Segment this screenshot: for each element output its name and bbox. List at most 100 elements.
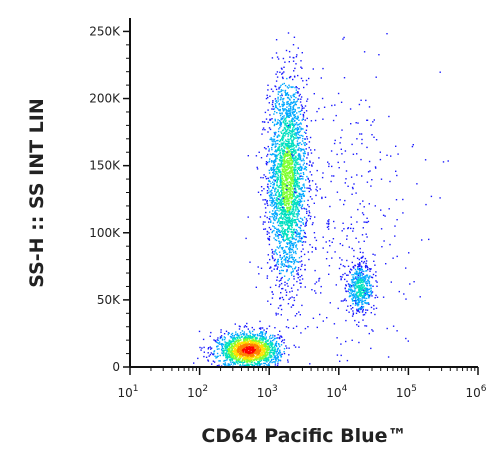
data-point bbox=[305, 110, 308, 112]
data-point bbox=[303, 162, 305, 164]
data-point bbox=[293, 57, 295, 59]
data-point bbox=[300, 194, 302, 196]
data-point bbox=[199, 346, 201, 349]
data-point bbox=[282, 198, 284, 200]
data-point bbox=[288, 140, 290, 143]
data-point bbox=[282, 287, 284, 290]
data-point bbox=[273, 214, 276, 216]
data-point bbox=[231, 348, 233, 351]
data-point bbox=[273, 226, 275, 228]
data-point bbox=[360, 308, 362, 310]
data-point bbox=[281, 224, 284, 227]
data-point bbox=[290, 167, 293, 170]
data-point bbox=[274, 357, 276, 359]
data-point bbox=[357, 281, 359, 283]
data-point bbox=[286, 206, 288, 208]
data-point bbox=[272, 167, 275, 170]
data-point bbox=[290, 247, 292, 249]
data-point bbox=[299, 166, 301, 168]
data-point bbox=[341, 259, 343, 261]
data-point bbox=[269, 197, 271, 199]
data-point bbox=[362, 251, 364, 254]
data-point bbox=[270, 337, 273, 339]
data-point bbox=[296, 118, 298, 120]
data-point bbox=[290, 178, 292, 180]
data-point bbox=[228, 340, 230, 343]
data-point bbox=[308, 164, 311, 166]
data-point bbox=[264, 352, 267, 354]
data-point bbox=[285, 178, 287, 180]
data-point bbox=[296, 196, 298, 199]
data-point bbox=[359, 274, 361, 277]
data-point bbox=[320, 285, 322, 288]
data-point bbox=[290, 236, 292, 239]
data-point bbox=[278, 128, 280, 130]
data-point bbox=[266, 277, 268, 279]
data-point bbox=[284, 168, 286, 170]
data-point bbox=[291, 128, 294, 131]
data-point bbox=[280, 335, 282, 337]
data-point bbox=[277, 178, 279, 181]
data-point bbox=[279, 242, 281, 244]
data-point bbox=[267, 204, 269, 207]
data-point bbox=[268, 102, 270, 104]
data-point bbox=[362, 262, 365, 264]
data-point bbox=[283, 240, 285, 242]
data-point bbox=[366, 274, 368, 276]
data-point bbox=[284, 146, 286, 148]
data-point bbox=[355, 277, 357, 280]
data-point bbox=[259, 339, 261, 342]
data-point bbox=[307, 326, 309, 328]
data-point bbox=[298, 123, 301, 125]
data-point bbox=[270, 177, 272, 179]
data-point bbox=[285, 291, 288, 293]
data-point bbox=[272, 153, 274, 155]
data-point bbox=[297, 241, 299, 243]
data-point bbox=[288, 200, 290, 202]
data-point bbox=[276, 214, 278, 216]
data-point bbox=[300, 149, 303, 151]
data-point bbox=[280, 89, 283, 91]
data-point bbox=[268, 239, 271, 241]
data-point bbox=[272, 139, 275, 141]
data-point bbox=[275, 191, 278, 194]
data-point bbox=[277, 153, 279, 156]
data-point bbox=[274, 103, 277, 105]
data-point bbox=[282, 220, 284, 223]
data-point bbox=[289, 145, 291, 147]
data-point bbox=[292, 107, 295, 109]
data-point bbox=[293, 138, 295, 140]
data-point bbox=[261, 353, 264, 356]
data-point bbox=[277, 230, 279, 232]
data-point bbox=[279, 222, 281, 224]
data-point bbox=[268, 359, 270, 362]
data-point bbox=[272, 336, 274, 338]
data-point bbox=[266, 163, 268, 166]
data-point bbox=[277, 189, 279, 191]
data-point bbox=[273, 169, 276, 172]
data-point bbox=[275, 264, 277, 266]
data-point bbox=[303, 231, 306, 234]
data-point bbox=[227, 341, 229, 344]
data-point bbox=[303, 131, 306, 133]
data-point bbox=[301, 263, 303, 266]
data-point bbox=[232, 350, 234, 353]
data-point bbox=[291, 261, 293, 263]
data-point bbox=[294, 101, 296, 103]
data-point bbox=[290, 225, 293, 227]
data-point bbox=[296, 129, 299, 132]
data-point bbox=[286, 217, 288, 219]
data-point bbox=[230, 356, 233, 358]
data-point bbox=[372, 273, 375, 276]
data-point bbox=[288, 214, 290, 216]
data-point bbox=[231, 343, 233, 345]
data-point bbox=[359, 273, 362, 275]
data-point bbox=[292, 268, 294, 270]
data-point bbox=[259, 341, 262, 344]
data-point bbox=[289, 125, 291, 128]
data-point bbox=[297, 132, 299, 134]
data-point bbox=[281, 185, 283, 187]
data-point bbox=[264, 342, 266, 345]
data-point bbox=[276, 203, 278, 205]
data-point bbox=[287, 157, 289, 160]
